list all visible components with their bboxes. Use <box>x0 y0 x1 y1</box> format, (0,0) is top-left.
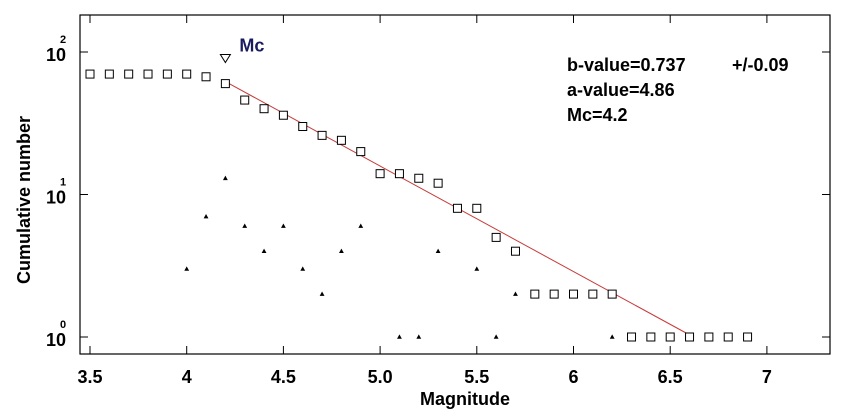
y-axis-title: Cumulative number <box>14 116 34 284</box>
cumulative-series <box>85 69 753 342</box>
cumulative-point <box>278 110 288 120</box>
cumulative-point <box>723 332 733 342</box>
y-tick-label: 10 <box>46 45 66 65</box>
mc-marker-group: Mc <box>219 36 264 64</box>
cumulative-point <box>530 289 540 299</box>
cumulative-point <box>627 332 637 342</box>
cumulative-point <box>104 69 114 79</box>
cumulative-point <box>607 289 617 299</box>
cumulative-point <box>510 246 520 256</box>
noncumulative-point <box>319 291 325 296</box>
x-tick-label: 5.0 <box>368 367 393 387</box>
noncumulative-point <box>435 248 441 254</box>
x-tick-label: 4 <box>182 367 192 387</box>
noncumulative-point <box>339 248 344 254</box>
cumulative-point <box>588 289 598 299</box>
cumulative-point <box>124 69 134 79</box>
cumulative-point <box>182 69 192 79</box>
y-tick-exponent: 0 <box>60 319 66 331</box>
y-tick-exponent: 2 <box>60 34 66 46</box>
cumulative-point <box>85 69 95 79</box>
cumulative-point <box>743 332 753 342</box>
cumulative-point <box>472 203 482 213</box>
x-tick-label: 7 <box>762 367 772 387</box>
noncumulative-point <box>242 223 248 228</box>
noncumulative-point <box>513 291 518 296</box>
noncumulative-point <box>203 213 209 219</box>
x-tick-label: 6 <box>568 367 578 387</box>
cumulative-point <box>549 289 559 299</box>
cumulative-point <box>240 95 250 105</box>
mc-marker-label: Mc <box>239 36 264 56</box>
noncumulative-point <box>416 334 422 339</box>
plot-frame <box>79 14 831 355</box>
cumulative-point <box>220 79 230 89</box>
cumulative-point <box>452 203 462 213</box>
y-tick-exponent: 1 <box>60 177 66 189</box>
cumulative-point <box>259 104 269 114</box>
cumulative-point <box>665 332 675 342</box>
cumulative-point <box>336 135 346 145</box>
cumulative-point <box>356 147 366 157</box>
noncumulative-point <box>493 334 499 339</box>
y-tick-label: 10 <box>46 330 66 350</box>
cumulative-point <box>646 332 656 342</box>
cumulative-point <box>298 122 308 132</box>
cumulative-point <box>162 69 172 79</box>
x-axis-title: Magnitude <box>420 389 510 409</box>
noncumulative-point <box>300 266 306 271</box>
noncumulative-series <box>184 175 615 339</box>
cumulative-point <box>317 130 327 140</box>
noncumulative-point <box>609 334 615 339</box>
mc-marker <box>219 54 232 64</box>
annotation-mc: Mc=4.2 <box>567 105 628 125</box>
x-tick-label: 6.5 <box>658 367 683 387</box>
cumulative-point <box>201 72 211 82</box>
y-tick-label: 10 <box>46 188 66 208</box>
cumulative-point <box>375 169 385 179</box>
cumulative-point <box>433 178 443 188</box>
cumulative-point <box>704 332 714 342</box>
cumulative-point <box>414 173 424 183</box>
noncumulative-point <box>222 175 228 181</box>
cumulative-point <box>394 169 404 179</box>
x-tick-label: 4.5 <box>271 367 296 387</box>
cumulative-point <box>685 332 695 342</box>
x-tick-label: 3.5 <box>77 367 102 387</box>
cumulative-point <box>143 69 153 79</box>
x-tick-label: 5.5 <box>464 367 489 387</box>
annotation-a-value: a-value=4.86 <box>567 80 675 100</box>
axes-frame <box>79 14 831 355</box>
noncumulative-point <box>261 248 267 254</box>
annotation-b-value: b-value=0.737 <box>567 55 686 75</box>
noncumulative-point <box>474 266 480 271</box>
noncumulative-point <box>358 223 364 228</box>
annotation-b-error: +/-0.09 <box>732 55 789 75</box>
noncumulative-point <box>184 266 190 271</box>
cumulative-point <box>491 232 501 242</box>
noncumulative-point <box>281 223 286 228</box>
noncumulative-point <box>397 334 402 339</box>
cumulative-point <box>569 289 578 299</box>
